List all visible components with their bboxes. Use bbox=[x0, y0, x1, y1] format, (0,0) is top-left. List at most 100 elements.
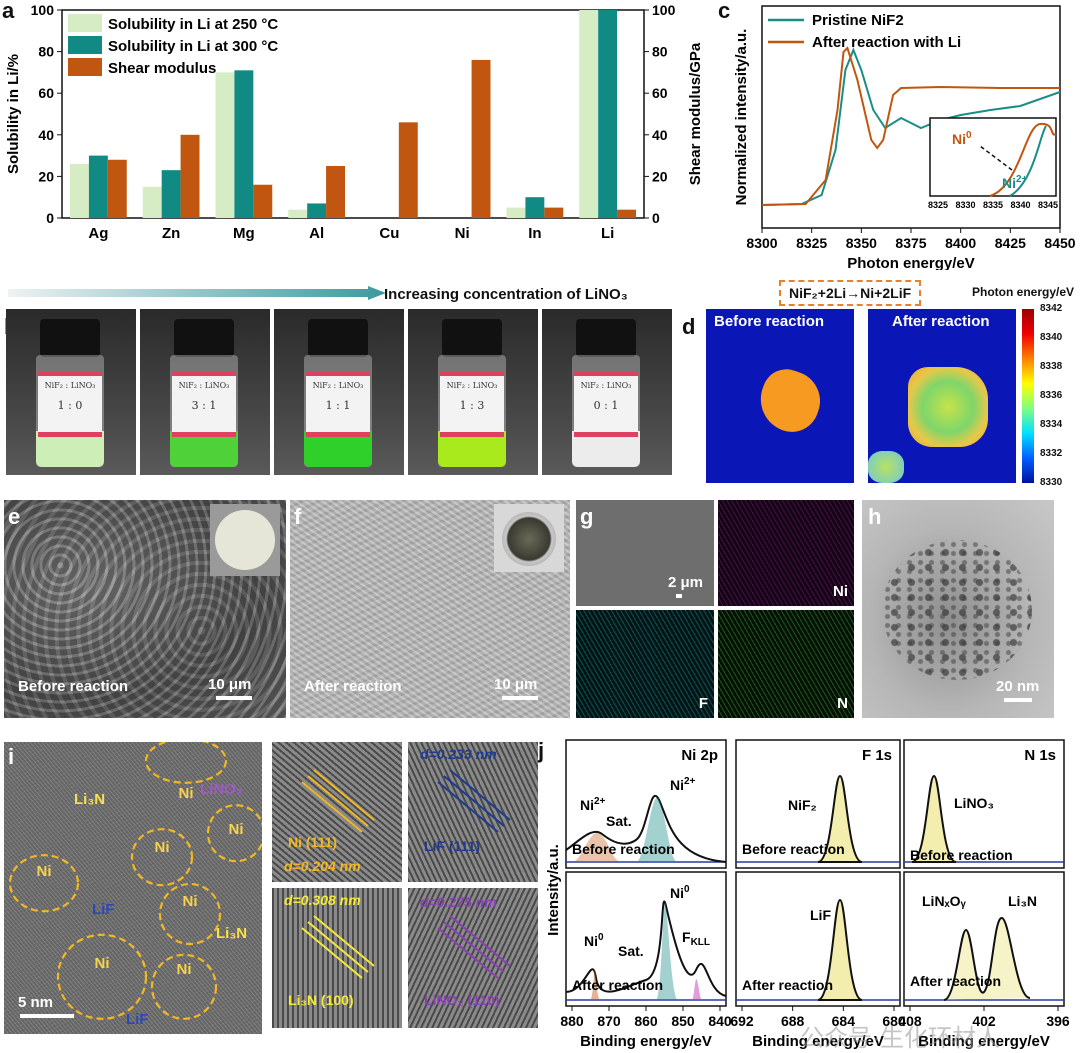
x-category-label: In bbox=[528, 225, 541, 242]
hrtem-zoom: LiNO₂ (110) d=0.275 nm bbox=[408, 888, 538, 1028]
peak-after bbox=[817, 898, 863, 1001]
reaction-equation: NiF₂+2Li→Ni+2LiF bbox=[779, 280, 922, 306]
vial-photo: NiF₂ : LiNO₃ 3 : 1 bbox=[140, 309, 270, 475]
vial-liquid bbox=[170, 431, 238, 467]
spectrum-before bbox=[565, 794, 727, 863]
vial-label: NiF₂ : LiNO₃ 1 : 0 bbox=[38, 371, 102, 437]
inset-tick-label: 8330 bbox=[955, 200, 975, 210]
li3n-label: Li₃N bbox=[74, 791, 105, 808]
x-category-label: Al bbox=[309, 225, 324, 242]
x-tick-label: 8325 bbox=[796, 235, 827, 251]
hrtem-d-spacing: d=0.308 nm bbox=[284, 892, 361, 908]
bar bbox=[398, 122, 418, 218]
ni2-peak-fill bbox=[572, 832, 622, 862]
tem-image: h 20 nm bbox=[862, 500, 1054, 718]
vial-liquid bbox=[572, 431, 640, 467]
x-axis-label: Binding energy/eV bbox=[580, 1033, 712, 1050]
sem-after-caption: After reaction bbox=[304, 678, 402, 695]
bar bbox=[253, 184, 273, 218]
hrtem-d-spacing: d=0.233 nm bbox=[420, 746, 497, 762]
tem-scale-text: 20 nm bbox=[996, 678, 1040, 695]
cell-inset bbox=[494, 504, 564, 572]
after-particle-2 bbox=[868, 451, 904, 483]
plot-frame bbox=[61, 9, 645, 219]
bar bbox=[525, 197, 545, 218]
eds-scalebar bbox=[676, 594, 682, 598]
colorbar-tick-label: 8340 bbox=[1040, 332, 1063, 343]
fkll-peak-fill bbox=[692, 979, 702, 1000]
sem-after: f After reaction 10 μm bbox=[290, 500, 570, 718]
hrtem-scale-text: 5 nm bbox=[18, 994, 54, 1011]
legend-label: Shear modulus bbox=[108, 60, 216, 77]
inset-tick-label: 8335 bbox=[983, 200, 1003, 210]
panel-label-g: g bbox=[580, 504, 594, 529]
vial-label-line2: 1 : 1 bbox=[325, 399, 351, 412]
bar bbox=[288, 209, 308, 218]
li3n-label: Li₃N bbox=[216, 925, 247, 942]
state-label: After reaction bbox=[742, 977, 833, 993]
panel-label-i: i bbox=[8, 744, 15, 769]
vial-label-line1: NiF₂ : LiNO₃ bbox=[178, 381, 230, 390]
vial-cap bbox=[308, 319, 368, 357]
xps-frame bbox=[735, 871, 901, 1007]
ni0-label: Ni0 bbox=[584, 932, 604, 949]
inset-pristine-line bbox=[1009, 125, 1047, 197]
panel-a-chart: 0 0 20 20 40 40 60 60 80 80 100 100 Ag Zn Mg Al Cu Ni In Li… bbox=[5, 2, 704, 242]
lif-label: LiF bbox=[126, 1011, 149, 1028]
ni-label: Ni bbox=[177, 961, 192, 978]
colorbar-tick-label: 8342 bbox=[1040, 303, 1063, 314]
y-axis-label: Solubility in Li/% bbox=[5, 54, 22, 174]
hrtem-plane-label: Ni (111) bbox=[288, 834, 338, 850]
x-tick-label: 8425 bbox=[995, 235, 1026, 251]
y-tick-label: 20 bbox=[38, 168, 54, 184]
y-tick-label: 80 bbox=[38, 44, 54, 60]
bar bbox=[579, 10, 599, 218]
x-tick-label: 850 bbox=[671, 1013, 695, 1029]
vial-liquid bbox=[304, 431, 372, 467]
ni0-label: Ni0 bbox=[670, 884, 690, 901]
vial-photos: NiF₂ : LiNO₃ 1 : 0 NiF₂ : LiNO₃ 3 : 1 NiF₂… bbox=[6, 309, 674, 475]
x-tick-label: 688 bbox=[781, 1013, 805, 1029]
vial-label: NiF₂ : LiNO₃ 1 : 1 bbox=[306, 371, 370, 437]
xps-frame bbox=[903, 739, 1065, 869]
arrow-text: Increasing concentration of LiNO₃ bbox=[384, 286, 628, 303]
lif-label: LiF bbox=[92, 901, 115, 918]
sem-before-caption: Before reaction bbox=[18, 678, 129, 695]
x-tick-label: 692 bbox=[730, 1013, 754, 1029]
x-axis-label: Photon energy/eV bbox=[847, 255, 975, 270]
hrtem-zoom: Li₃N (100) d=0.308 nm bbox=[272, 888, 402, 1028]
vial-photo: NiF₂ : LiNO₃ 1 : 0 bbox=[6, 309, 136, 475]
inset-frame bbox=[929, 117, 1057, 197]
fkll-label: FKLL bbox=[682, 929, 710, 948]
panel-c-chart: 8300 8325 8350 8375 8400 8425 8450 Photon energ… bbox=[733, 5, 1076, 270]
panel-label-e: e bbox=[8, 504, 21, 529]
legend-label: Solubility in Li at 250 °C bbox=[108, 16, 278, 33]
sem-before-scalebar bbox=[216, 696, 252, 700]
vial-label: NiF₂ : LiNO₃ 1 : 3 bbox=[440, 371, 504, 437]
vial-label-line1: NiF₂ : LiNO₃ bbox=[446, 381, 498, 390]
x-tick-label: 880 bbox=[560, 1013, 584, 1029]
bar bbox=[544, 207, 564, 218]
bar bbox=[307, 203, 327, 218]
watermark: 公众号·生化环材人 bbox=[800, 1025, 1000, 1052]
sem-before: e Before reaction 10 μm bbox=[4, 500, 286, 718]
ni-region-outline bbox=[150, 953, 218, 1020]
panel-label-d: d bbox=[682, 314, 696, 339]
bar bbox=[326, 166, 345, 218]
peak-before bbox=[817, 774, 863, 863]
ni-label: Ni bbox=[37, 863, 52, 880]
vial-label-line1: NiF₂ : LiNO₃ bbox=[44, 381, 96, 390]
state-label: Before reaction bbox=[742, 841, 845, 857]
inset-tick-label: 8345 bbox=[1038, 200, 1058, 210]
xps-frame bbox=[735, 739, 901, 869]
xps-title: F 1s bbox=[862, 747, 892, 764]
hrtem-overview: Ni Ni Ni Ni Ni Ni Ni Li₃N Li₃N LiNO₂ LiF LiF i 5 nm bbox=[4, 742, 262, 1034]
after-particle bbox=[908, 367, 988, 447]
y-tick-label: 0 bbox=[46, 210, 54, 226]
hrtem-d-spacing: d=0.204 nm bbox=[284, 858, 361, 874]
y2-tick-label: 0 bbox=[652, 210, 660, 226]
y-axis-label: Intensity/a.u. bbox=[545, 844, 562, 936]
ni-label: Ni bbox=[155, 839, 170, 856]
vial-cap bbox=[40, 319, 100, 357]
peak-before bbox=[911, 774, 957, 863]
